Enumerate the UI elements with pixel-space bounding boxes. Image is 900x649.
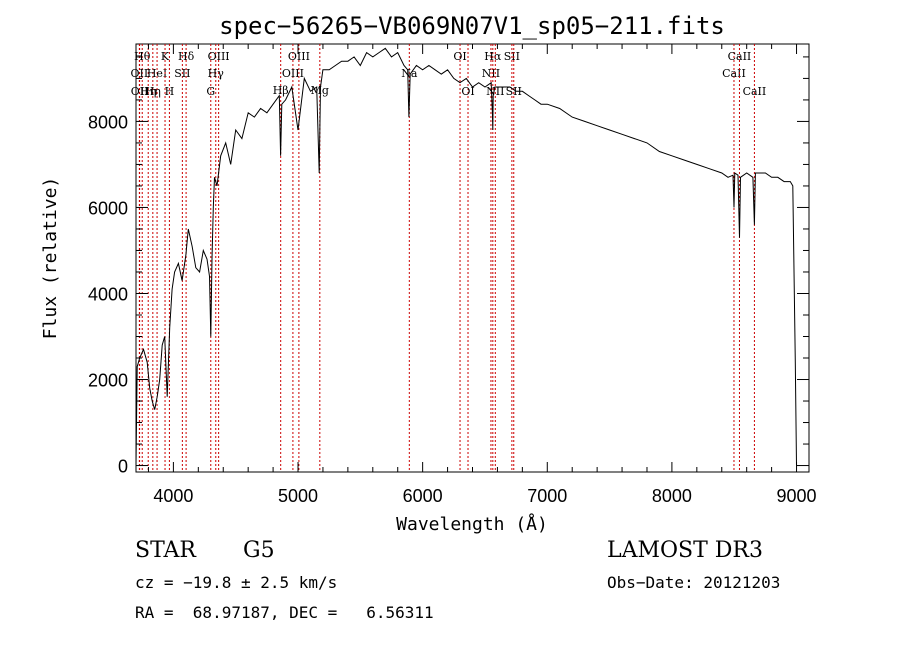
spectral-line-label: SII: [504, 50, 520, 63]
object-subclass: G5: [243, 538, 275, 563]
survey-name: LAMOST DR3: [607, 538, 763, 563]
spectral-line-label: Hδ: [178, 50, 195, 63]
y-axis-label: Flux (relative): [40, 177, 61, 340]
flux-series-line: [135, 47, 797, 466]
spectral-line-label: Hθ: [134, 50, 151, 63]
spectral-line-label: OIII: [288, 50, 310, 63]
spectral-line-label: OIII: [208, 50, 230, 63]
axis-ticks: 4000 5000 6000 7000 8000 9000 0 2000 4000 6000 800…: [88, 44, 817, 506]
object-class: STAR: [135, 538, 196, 563]
spectral-line-label: H: [165, 85, 175, 98]
plot-frame: [135, 43, 810, 473]
spectral-line-label: Mg: [311, 84, 329, 97]
spectral-line-label: CaII: [722, 67, 746, 80]
x-tick-label: 4000: [153, 486, 193, 506]
ra-dec: RA = 68.97187, DEC = 6.56311: [135, 603, 434, 622]
spectral-line-label: CaII: [743, 85, 767, 98]
x-tick-label: 7000: [527, 486, 567, 506]
spectral-line-label: Hγ: [208, 67, 225, 80]
y-tick-label: 6000: [88, 198, 128, 218]
x-axis-label: Wavelength (Å): [396, 513, 548, 535]
y-tick-label: 4000: [88, 284, 128, 304]
x-tick-label: 8000: [652, 486, 692, 506]
spectral-line-label: OII: [131, 85, 149, 98]
spectral-line-label: Hβ: [273, 84, 289, 97]
chart-title: spec−56265−VB069N07V1_sp05−211.fits: [219, 12, 725, 40]
spectral-line-label: OI: [461, 85, 474, 98]
spectral-line-label: SII: [174, 67, 190, 80]
x-tick-label: 9000: [777, 486, 817, 506]
obs-date: Obs−Date: 20121203: [607, 573, 781, 592]
y-tick-label: 2000: [88, 371, 128, 391]
spectral-line-markers: HθOIIOIIHηHηHeIKHSIIHδGHγOIIIHβOIIIOIIIM…: [131, 44, 767, 472]
spectral-line-label: Hα: [484, 50, 502, 63]
spectral-line-label: NII: [486, 85, 504, 98]
spectral-line-label: Hη: [145, 85, 161, 98]
spectral-line-label: NII: [482, 67, 500, 80]
spectral-line-label: OI: [453, 50, 466, 63]
spectral-line-label: K: [161, 50, 170, 63]
redshift-text: cz = −19.8 ± 2.5 km/s: [135, 573, 338, 592]
spectral-line-label: OIII: [282, 67, 304, 80]
spectral-line-label: Hη: [140, 85, 156, 98]
y-tick-label: 8000: [88, 112, 128, 132]
x-tick-label: 6000: [403, 486, 443, 506]
spectral-line-label: SII: [506, 85, 522, 98]
spectral-line-label: CaII: [728, 50, 752, 63]
spectral-line-label: G: [206, 85, 215, 98]
y-tick-label: 0: [118, 457, 128, 477]
spectral-line-label: HeI: [147, 67, 167, 80]
x-tick-label: 5000: [278, 486, 318, 506]
spectral-line-label: Na: [401, 67, 418, 80]
